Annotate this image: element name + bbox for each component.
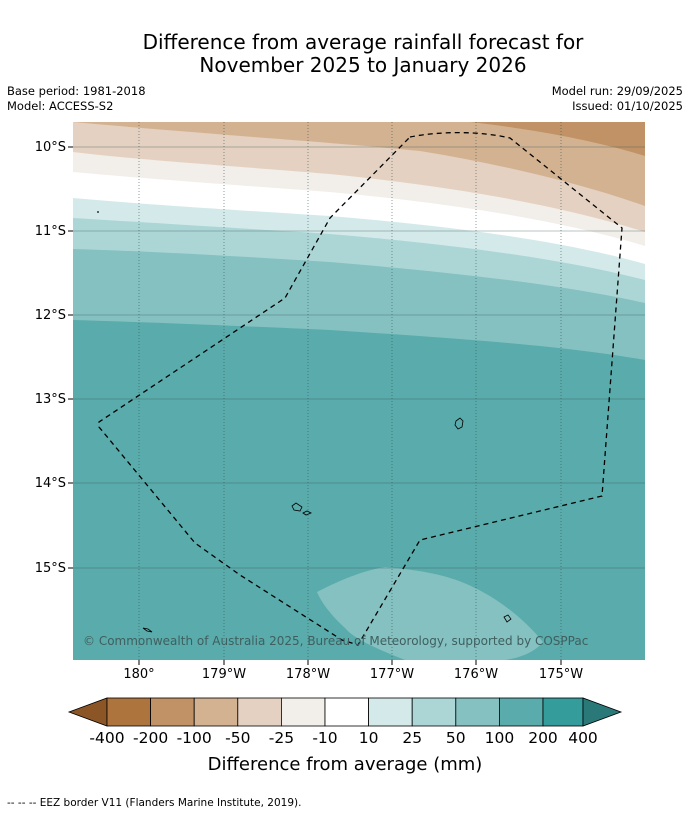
colorbar-title: Difference from average (mm) (208, 754, 483, 775)
colorbar-label: -50 (225, 729, 250, 747)
colorbar-arrow-low (67, 697, 108, 727)
lon-tick-label: 176°W (454, 667, 498, 682)
lon-tick-label: 178°W (286, 667, 330, 682)
longitude-axis: 180° 179°W 178°W 177°W 176°W 175°W (123, 660, 583, 682)
colorbar-cell (324, 697, 369, 727)
colorbar-label: 200 (528, 729, 558, 747)
colorbar-label: -10 (312, 729, 337, 747)
map-panel: © Commonwealth of Australia 2025, Bureau… (73, 122, 645, 660)
colorbar-label: -100 (177, 729, 212, 747)
graticule-parallels (73, 146, 645, 569)
colorbar-label: -400 (89, 729, 124, 747)
lat-tick-label: 11°S (35, 224, 66, 239)
colorbar-cell (106, 697, 151, 727)
lat-tick-label: 15°S (35, 561, 66, 576)
latitude-axis: 10°S 11°S 12°S 13°S 14°S 15°S (35, 140, 73, 576)
lon-tick-label: 177°W (370, 667, 414, 682)
colorbar-arrow-high (582, 697, 623, 727)
eez-border (98, 131, 623, 646)
colorbar-cell (280, 697, 326, 727)
band-minus100-minus50 (73, 122, 645, 206)
colorbar: -400 -200 -100 -50 -25 -10 10 25 50 100 … (67, 697, 623, 775)
colorbar-cell (368, 697, 413, 727)
metadata-right: Model run: 29/09/2025 Issued: 01/10/2025 (552, 84, 683, 114)
issued-date: Issued: 01/10/2025 (572, 99, 683, 113)
lon-tick-label: 179°W (202, 667, 246, 682)
colorbar-cell (411, 697, 457, 727)
lat-tick-label: 13°S (35, 392, 66, 407)
colorbar-cell (150, 697, 195, 727)
colorbar-label: -200 (133, 729, 168, 747)
colorbar-cell (498, 697, 544, 727)
colorbar-cell (455, 697, 500, 727)
band-minus200-minus100 (470, 122, 645, 156)
colorbar-cell (542, 697, 584, 727)
chart-title: Difference from average rainfall forecas… (0, 31, 690, 77)
colorbar-label: -25 (269, 729, 294, 747)
colorbar-cell (237, 697, 282, 727)
island-futuna (291, 502, 303, 512)
lon-tick-label: 180° (123, 667, 154, 682)
lat-tick-label: 10°S (35, 140, 66, 155)
colorbar-cell (193, 697, 239, 727)
eez-footnote: -- -- -- EEZ border V11 (Flanders Marine… (7, 797, 302, 809)
colorbar-label: 10 (359, 729, 379, 747)
lat-tick-label: 14°S (35, 476, 66, 491)
colorbar-label: 50 (446, 729, 466, 747)
model-run: Model run: 29/09/2025 (551, 84, 683, 98)
title-line-1: Difference from average rainfall forecas… (142, 30, 584, 54)
colorbar-label: 400 (568, 729, 598, 747)
title-line-2: November 2025 to January 2026 (199, 53, 527, 77)
island-tiny-north (97, 211, 99, 213)
island-small-west (142, 627, 153, 633)
lat-tick-label: 12°S (35, 308, 66, 323)
base-period: Base period: 1981-2018 (7, 84, 146, 98)
metadata-left: Base period: 1981-2018 Model: ACCESS-S2 (7, 84, 146, 114)
model-name: Model: ACCESS-S2 (7, 99, 114, 113)
colorbar-label: 25 (402, 729, 422, 747)
lon-tick-label: 175°W (539, 667, 583, 682)
colorbar-label: 100 (485, 729, 515, 747)
island-alofi (302, 510, 312, 516)
band-50-100-south (317, 567, 543, 660)
island-wallis (454, 417, 464, 430)
island-small-southeast (503, 614, 512, 623)
copyright-notice: © Commonwealth of Australia 2025, Bureau… (83, 634, 588, 648)
